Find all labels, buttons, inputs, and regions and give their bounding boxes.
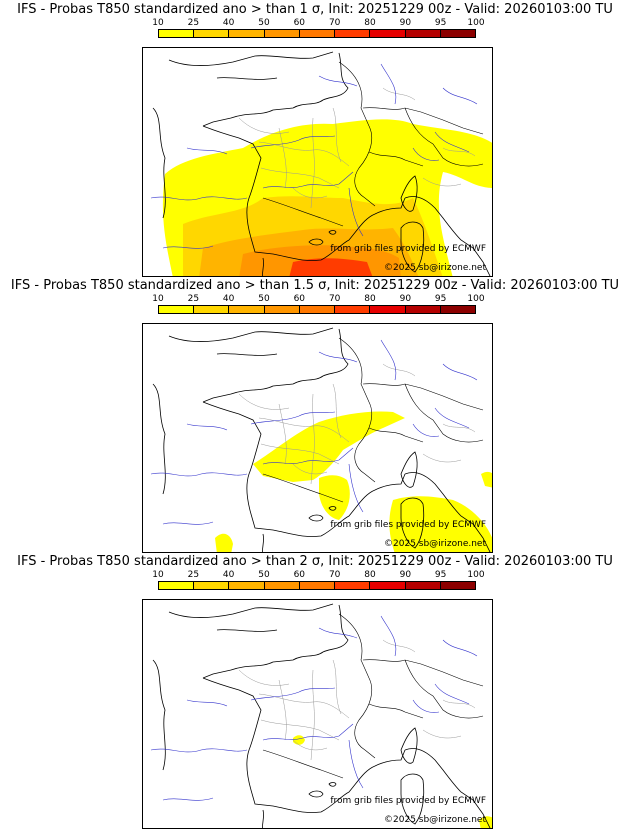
prob-area-yellow (293, 735, 305, 745)
legend-swatch (299, 582, 336, 589)
legend-swatch (264, 582, 300, 589)
legend-tick: 95 (434, 570, 447, 580)
prob-area-yellow (481, 471, 492, 488)
legend-colorbar (158, 29, 476, 38)
legend-swatch (229, 30, 265, 37)
probability-map: from grib files provided by ECMWF ©2025 … (142, 47, 493, 277)
source-credit: from grib files provided by ECMWF (330, 796, 486, 806)
legend-ticks: 10 25 40 50 60 70 80 90 95 100 (152, 570, 484, 580)
legend-tick: 25 (187, 294, 200, 304)
legend-tick: 70 (328, 570, 341, 580)
probability-map: from grib files provided by ECMWF ©2025 … (142, 323, 493, 553)
panel-title: IFS - Probas T850 standardized ano > tha… (17, 554, 613, 569)
legend-tick: 10 (152, 570, 164, 580)
copyright-credit: ©2025 sb@irizone.net (384, 539, 486, 549)
legend-swatch (159, 306, 195, 313)
legend-tick: 40 (222, 570, 235, 580)
legend-swatch (194, 306, 230, 313)
legend-tick: 80 (364, 570, 376, 580)
legend-tick: 50 (258, 570, 270, 580)
map-canvas (150, 51, 492, 276)
legend-tick: 95 (434, 294, 447, 304)
legend-tick: 25 (187, 18, 200, 28)
legend-swatch (335, 306, 371, 313)
legend-swatch (264, 30, 300, 37)
prob-area-yellow (215, 533, 233, 552)
legend-tick: 10 (152, 294, 164, 304)
copyright-credit: ©2025 sb@irizone.net (384, 815, 486, 825)
map-canvas (150, 327, 492, 552)
legend-tick: 70 (328, 18, 341, 28)
prob-area-yellow (319, 475, 350, 520)
probability-map: from grib files provided by ECMWF ©2025 … (142, 599, 493, 829)
legend-tick: 60 (293, 570, 306, 580)
legend-tick: 50 (258, 294, 270, 304)
panel-title: IFS - Probas T850 standardized ano > tha… (10, 278, 620, 293)
prob-area-red (289, 258, 373, 276)
legend-tick: 60 (293, 294, 306, 304)
legend-tick: 90 (399, 18, 412, 28)
prob-area-yellow (253, 411, 405, 482)
legend-swatch (370, 582, 406, 589)
legend-swatch (370, 30, 406, 37)
legend-swatch (299, 30, 336, 37)
legend-ticks: 10 25 40 50 60 70 80 90 95 100 (152, 294, 484, 304)
legend-tick: 50 (258, 18, 270, 28)
legend-tick: 40 (222, 294, 235, 304)
legend-tick: 90 (399, 294, 412, 304)
legend-swatch (370, 306, 406, 313)
legend-swatch (405, 306, 441, 313)
legend-swatch (405, 30, 441, 37)
legend-swatch (159, 582, 195, 589)
legend-tick: 100 (467, 18, 485, 28)
legend-tick: 100 (467, 294, 485, 304)
legend-ticks: 10 25 40 50 60 70 80 90 95 100 (152, 18, 484, 28)
legend-colorbar (158, 581, 476, 590)
panel-title: IFS - Probas T850 standardized ano > tha… (17, 2, 613, 17)
source-credit: from grib files provided by ECMWF (330, 520, 486, 530)
legend-swatch (335, 582, 371, 589)
legend-tick: 95 (434, 18, 447, 28)
legend-tick: 90 (399, 570, 412, 580)
legend-colorbar (158, 305, 476, 314)
legend-swatch (440, 30, 475, 37)
legend-swatch (440, 582, 475, 589)
legend-swatch (229, 306, 265, 313)
legend-tick: 40 (222, 18, 235, 28)
copyright-credit: ©2025 sb@irizone.net (384, 263, 486, 273)
source-credit: from grib files provided by ECMWF (330, 244, 486, 254)
prob-area-yellow (389, 496, 492, 552)
legend-swatch (194, 30, 230, 37)
legend-tick: 80 (364, 294, 376, 304)
legend-tick: 25 (187, 570, 200, 580)
legend-swatch (335, 30, 371, 37)
legend-swatch (440, 306, 475, 313)
legend-swatch (159, 30, 195, 37)
legend-tick: 80 (364, 18, 376, 28)
panel-2: IFS - Probas T850 standardized ano > tha… (0, 276, 630, 553)
map-canvas (150, 603, 492, 828)
legend-swatch (229, 582, 265, 589)
legend-swatch (194, 582, 230, 589)
panel-1: IFS - Probas T850 standardized ano > tha… (0, 0, 630, 277)
legend-tick: 70 (328, 294, 341, 304)
legend-tick: 100 (467, 570, 485, 580)
legend-tick: 60 (293, 18, 306, 28)
legend-tick: 10 (152, 18, 164, 28)
panel-3: IFS - Probas T850 standardized ano > tha… (0, 552, 630, 829)
legend-swatch (405, 582, 441, 589)
legend-swatch (299, 306, 336, 313)
legend-swatch (264, 306, 300, 313)
